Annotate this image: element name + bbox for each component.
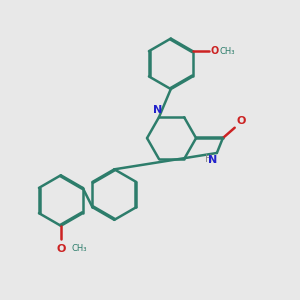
Text: O: O xyxy=(211,46,219,56)
Text: CH₃: CH₃ xyxy=(71,244,87,253)
Text: O: O xyxy=(236,116,246,126)
Text: N: N xyxy=(153,105,162,115)
Text: O: O xyxy=(56,244,65,254)
Text: H: H xyxy=(205,154,212,164)
Text: N: N xyxy=(208,155,217,165)
Text: CH₃: CH₃ xyxy=(219,47,235,56)
